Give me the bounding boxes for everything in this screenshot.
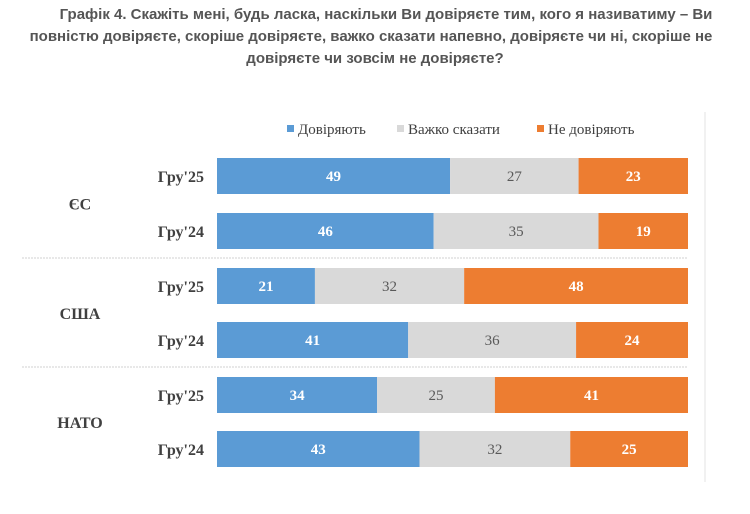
data-label: 24 — [625, 333, 641, 349]
data-label: 36 — [485, 333, 501, 349]
bar-segment-США-Гру'25-2 — [464, 268, 688, 304]
legend-label-1: Важко сказати — [408, 122, 500, 138]
bar-segment-ЄС-Гру'25-2 — [578, 158, 688, 194]
chart-title-line-2: повністю довіряєте, скоріше довіряєте, в… — [29, 28, 713, 45]
data-label: 49 — [326, 169, 341, 185]
group-label: ЄС — [69, 197, 91, 214]
data-label: 46 — [318, 224, 334, 240]
row-label: Гру'25 — [158, 388, 204, 405]
bar-segment-НАТО-Гру'24-1 — [419, 431, 571, 467]
data-label: 19 — [636, 224, 651, 240]
group-label: США — [60, 306, 101, 323]
legend-swatch-0 — [287, 125, 294, 132]
row-label: Гру'25 — [158, 169, 204, 186]
data-label: 35 — [509, 224, 524, 240]
chart-title-line-1: Графік 4. Скажіть мені, будь ласка, наск… — [59, 6, 713, 23]
data-label: 25 — [429, 388, 444, 404]
bar-segment-ЄС-Гру'24-1 — [433, 213, 599, 249]
bar-segment-ЄС-Гру'24-2 — [598, 213, 688, 249]
group-separators — [22, 257, 688, 368]
data-label: 27 — [507, 169, 523, 185]
legend-label-2: Не довіряють — [548, 122, 635, 138]
bar-segment-США-Гру'25-0 — [217, 268, 315, 304]
bar-segment-ЄС-Гру'25-0 — [217, 158, 451, 194]
bar-segment-США-Гру'24-1 — [408, 322, 577, 358]
row-label: Гру'24 — [158, 442, 204, 459]
data-label: 25 — [622, 442, 637, 458]
bar-segment-ЄС-Гру'25-1 — [450, 158, 579, 194]
bar-segment-НАТО-Гру'25-2 — [494, 377, 688, 413]
chart-title: Графік 4. Скажіть мені, будь ласка, наск… — [0, 4, 750, 70]
group-label: НАТО — [57, 415, 103, 432]
legend-swatch-2 — [537, 125, 544, 132]
bar-segment-США-Гру'24-2 — [576, 322, 688, 358]
bar-segment-НАТО-Гру'25-1 — [377, 377, 495, 413]
bars: 49 27 23 46 35 19 21 32 48 41 36 24 34 25 41 43 32 25 — [217, 158, 688, 467]
bar-segment-ЄС-Гру'24-0 — [217, 213, 434, 249]
data-label: 32 — [487, 442, 502, 458]
row-label: Гру'24 — [158, 224, 204, 241]
bar-segment-НАТО-Гру'24-2 — [570, 431, 688, 467]
legend-label-0: Довіряють — [298, 122, 366, 138]
chart-title-line-3: довіряєте чи зовсім не довіряєте? — [246, 50, 504, 67]
legend: Довіряють Важко сказати Не довіряють — [287, 122, 635, 138]
data-label: 34 — [290, 388, 306, 404]
data-label: 41 — [305, 333, 320, 349]
axis-labels: Гру'25 Гру'24 ЄС Гру'25 Гру'24 США Гру'25 Гру'2… — [57, 169, 204, 459]
bar-segment-НАТО-Гру'24-0 — [217, 431, 420, 467]
legend-swatch-1 — [397, 125, 404, 132]
bar-segment-США-Гру'25-1 — [314, 268, 465, 304]
data-label: 23 — [626, 169, 641, 185]
data-label: 32 — [382, 279, 397, 295]
data-label: 21 — [258, 279, 273, 295]
data-label: 48 — [569, 279, 584, 295]
data-label: 41 — [584, 388, 599, 404]
row-label: Гру'24 — [158, 333, 204, 350]
data-label: 43 — [311, 442, 326, 458]
bar-segment-НАТО-Гру'25-0 — [217, 377, 378, 413]
row-label: Гру'25 — [158, 279, 204, 296]
bar-segment-США-Гру'24-0 — [217, 322, 409, 358]
